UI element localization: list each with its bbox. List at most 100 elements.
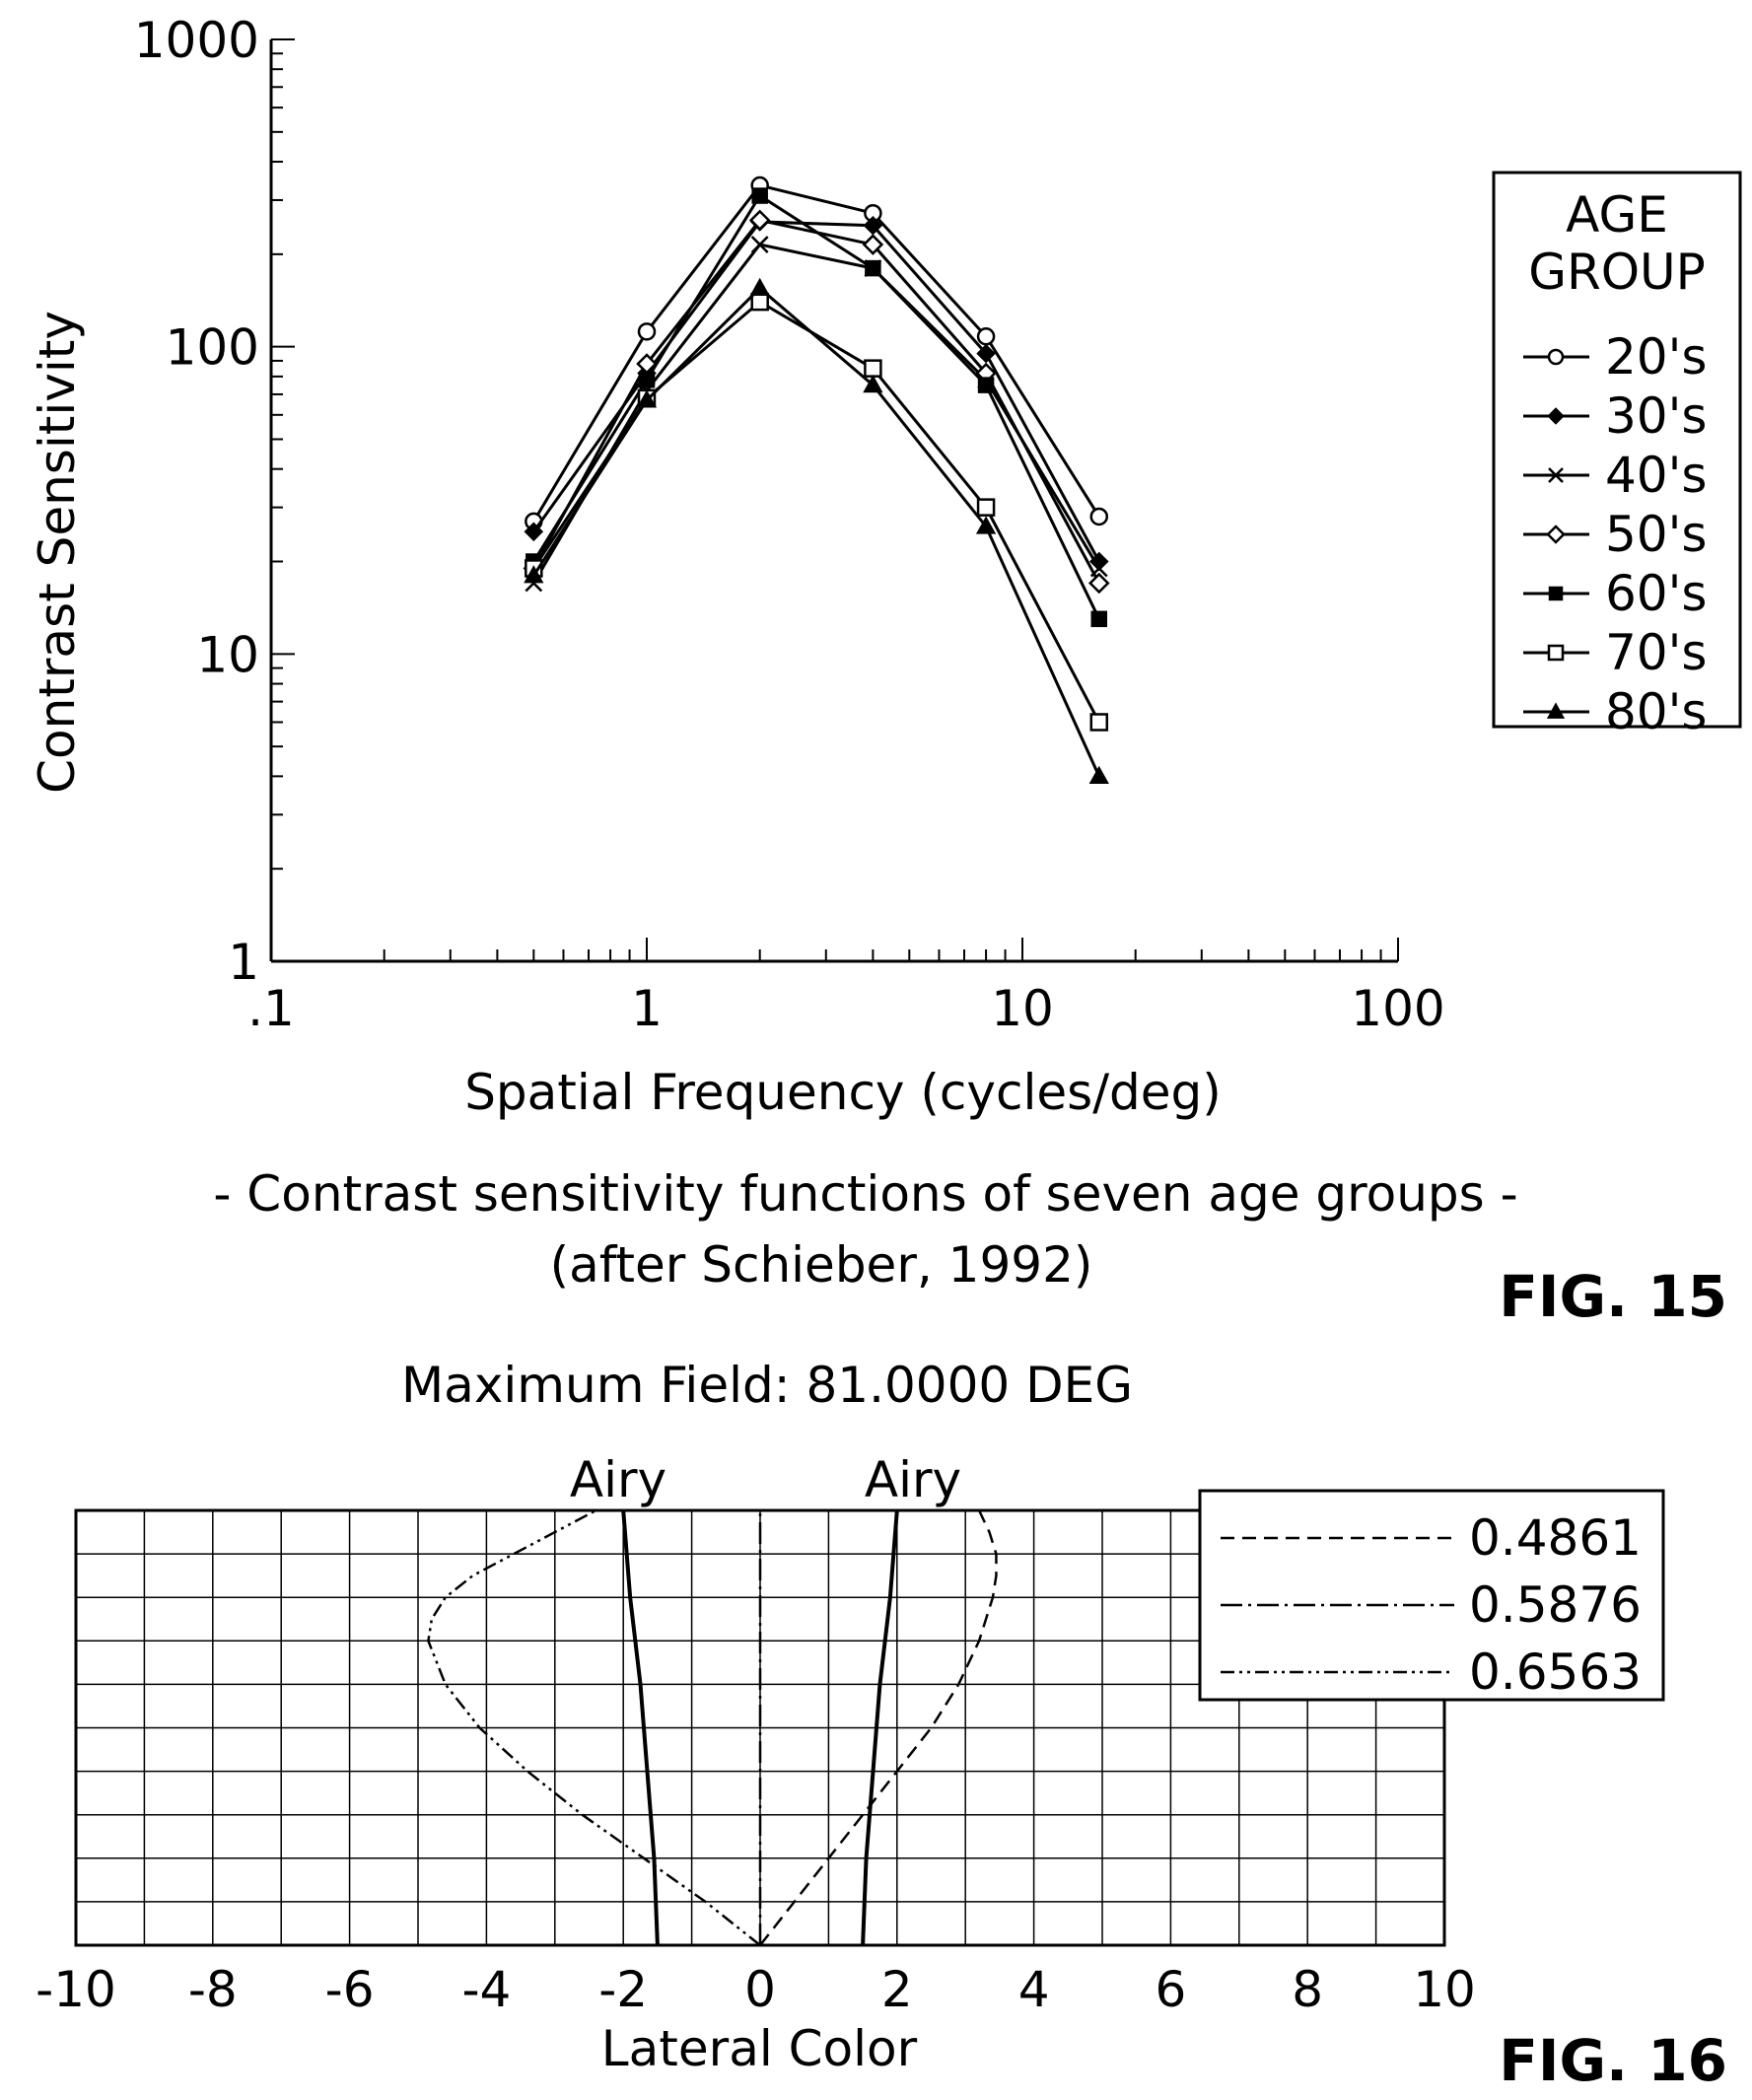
csf-x-tick-label: 100	[1351, 980, 1444, 1037]
csf-data-point	[1547, 348, 1565, 366]
legend-entry-label: 70's	[1605, 624, 1707, 681]
wavelength-legend-entries: 0.4861 0.5876 0.6563	[1221, 1509, 1642, 1701]
csf-data-point	[751, 187, 768, 204]
legend-entry-label: 40's	[1605, 447, 1707, 504]
legend-entry-50s: 50's	[1523, 506, 1707, 563]
legend-entry-label: 30's	[1605, 387, 1707, 445]
airy-label-left: Airy	[570, 1451, 666, 1508]
csf-data-point	[976, 343, 996, 364]
csf-data-point	[1089, 507, 1109, 526]
csf-data-point	[524, 522, 544, 542]
csf-data-point	[1546, 525, 1566, 544]
lateral-color-x-tick-label: 0	[744, 1961, 776, 2018]
lateral-color-x-ticks: -10 -8 -6 -4 -2 0 2 4 6 8 10	[35, 1961, 1476, 2018]
csf-series-group	[523, 175, 1110, 785]
csf-plot-area	[269, 39, 1398, 963]
wavelength-legend-label: 0.6563	[1469, 1644, 1642, 1701]
csf-x-tick-label: 1	[631, 980, 663, 1037]
csf-data-point	[975, 516, 997, 534]
csf-data-point	[976, 326, 996, 346]
csf-data-point	[1546, 702, 1566, 719]
wavelength-legend-entry: 0.4861	[1221, 1509, 1642, 1567]
fig16-label: FIG. 16	[1499, 2027, 1727, 2094]
lateral-color-x-tick-label: -4	[461, 1961, 511, 2018]
fig15-label: FIG. 15	[1499, 1263, 1727, 1330]
csf-data-point	[1547, 407, 1565, 425]
legend-entry-40s: 40's	[1523, 447, 1707, 504]
legend-entry-20s: 20's	[1523, 328, 1707, 385]
csf-data-point	[865, 259, 881, 277]
csf-data-point	[864, 359, 882, 378]
csf-series-line	[532, 286, 1101, 777]
csf-data-point	[977, 377, 995, 393]
airy-disk-line-right	[861, 1509, 899, 1946]
age-group-legend-box	[1492, 171, 1742, 729]
csf-y-tick-label: 10	[196, 626, 259, 683]
lateral-color-chart: Maximum Field: 81.0000 DEG Airy Airy -10…	[35, 1357, 1727, 2094]
airy-label-right: Airy	[865, 1451, 961, 1508]
wavelength-legend-label: 0.4861	[1469, 1509, 1642, 1567]
csf-data-point	[524, 565, 544, 584]
csf-series-line	[532, 193, 1101, 620]
legend-title-age: AGE	[1566, 186, 1668, 244]
legend-entry-80s: 80's	[1523, 683, 1707, 740]
lateral-color-x-tick-label: 4	[1018, 1961, 1050, 2018]
csf-data-point	[1088, 572, 1110, 595]
csf-series-80s	[524, 277, 1109, 785]
legend-entry-label: 80's	[1605, 683, 1707, 740]
airy-disk-line-left	[621, 1509, 660, 1946]
wavelength-legend-entry: 0.6563	[1221, 1644, 1642, 1701]
csf-y-tick-label: 1	[228, 934, 259, 991]
legend-entry-60s: 60's	[1523, 565, 1707, 622]
csf-data-point	[749, 277, 770, 296]
csf-data-point	[750, 292, 769, 312]
csf-series-line	[532, 300, 1101, 724]
csf-data-point	[1548, 586, 1564, 601]
lateral-color-x-tick-label: 6	[1155, 1961, 1186, 2018]
csf-x-tick-label: .1	[247, 980, 295, 1037]
wavelength-legend-entry: 0.5876	[1221, 1576, 1642, 1634]
csf-data-point	[636, 389, 658, 408]
csf-data-point	[1089, 713, 1109, 732]
csf-caption-line1: - Contrast sensitivity functions of seve…	[213, 1165, 1517, 1223]
csf-series-50s	[523, 209, 1110, 595]
lateral-color-title: Maximum Field: 81.0000 DEG	[401, 1357, 1133, 1414]
csf-y-tick-label: 1000	[134, 12, 259, 69]
csf-y-tick-label: 100	[166, 319, 259, 377]
lateral-color-x-tick-label: -10	[35, 1961, 116, 2018]
csf-data-point	[638, 372, 656, 388]
csf-data-point	[862, 234, 884, 255]
csf-data-point	[1090, 610, 1108, 628]
lateral-color-x-tick-label: 8	[1292, 1961, 1323, 2018]
lateral-color-x-tick-label: 10	[1413, 1961, 1476, 2018]
lateral-color-x-tick-label: -8	[188, 1961, 238, 2018]
legend-entry-label: 50's	[1605, 506, 1707, 563]
csf-x-tick-label: 10	[991, 980, 1054, 1037]
csf-x-axis-label: Spatial Frequency (cycles/deg)	[464, 1064, 1222, 1121]
csf-data-point	[976, 498, 996, 517]
csf-series-line	[532, 183, 1101, 523]
csf-series-line	[532, 220, 1101, 563]
csf-data-point	[1547, 644, 1565, 662]
age-group-legend-entries: 20's30's40's50's60's70's80's	[1523, 328, 1707, 740]
lateral-color-series-group	[427, 1508, 998, 1946]
csf-data-point	[637, 322, 657, 341]
lateral-color-x-tick-label: 2	[881, 1961, 913, 2018]
lateral-color-x-tick-label: -6	[325, 1961, 375, 2018]
lateral-color-x-axis-label: Lateral Color	[601, 2020, 918, 2077]
csf-data-point	[1088, 765, 1109, 785]
csf-data-point	[748, 209, 771, 232]
csf-data-point	[863, 215, 883, 236]
lateral-color-series-06563	[427, 1508, 761, 1946]
csf-series-60s	[526, 187, 1108, 628]
airy-disk-lines	[621, 1509, 899, 1946]
csf-data-point	[863, 375, 883, 393]
legend-entry-30s: 30's	[1523, 387, 1707, 445]
csf-caption-line2: (after Schieber, 1992)	[550, 1236, 1093, 1294]
legend-title-group: GROUP	[1528, 244, 1706, 301]
csf-series-line	[531, 218, 1101, 585]
csf-data-point	[750, 236, 769, 253]
